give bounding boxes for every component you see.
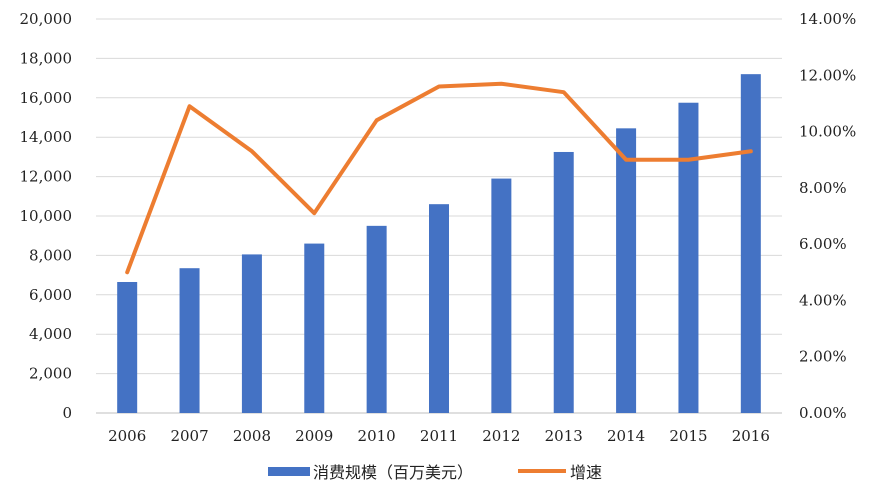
bar	[740, 74, 761, 413]
x-tick-label: 2011	[420, 427, 458, 445]
x-tick-label: 2009	[295, 427, 333, 445]
right-tick-label: 6.00%	[799, 235, 847, 253]
left-tick-label: 10,000	[20, 207, 73, 225]
legend: 消费规模（百万美元） 增速	[268, 463, 602, 482]
left-tick-label: 14,000	[20, 128, 73, 146]
legend-swatch-bar	[268, 467, 310, 476]
left-tick-label: 2,000	[29, 365, 72, 383]
bar	[616, 128, 637, 413]
left-axis-ticks: 0 2,000 4,000 6,000 8,000 10,000 12,000 14,000 1…	[20, 10, 73, 422]
x-tick-label: 2012	[482, 427, 520, 445]
left-tick-label: 16,000	[20, 89, 73, 107]
x-axis-ticks: 2006 2007 2008 2009 2010 2011 2012 2013 2014 2015…	[108, 427, 770, 445]
x-tick-label: 2008	[233, 427, 271, 445]
bar	[117, 281, 138, 413]
x-tick-label: 2006	[108, 427, 146, 445]
bar	[304, 243, 325, 413]
bar	[553, 151, 574, 413]
x-tick-label: 2013	[545, 427, 583, 445]
line-series	[125, 81, 753, 275]
right-tick-label: 4.00%	[799, 291, 847, 309]
legend-label-line: 增速	[570, 463, 602, 482]
x-tick-label: 2016	[732, 427, 770, 445]
right-tick-label: 10.00%	[799, 123, 856, 141]
legend-label-bar: 消费规模（百万美元）	[313, 463, 473, 482]
left-tick-label: 18,000	[20, 49, 73, 67]
left-tick-label: 12,000	[20, 168, 73, 186]
x-tick-label: 2007	[170, 427, 208, 445]
bar	[491, 178, 512, 413]
bar	[678, 102, 699, 413]
right-axis-ticks: 0.00% 2.00% 4.00% 6.00% 8.00% 10.00% 12.00% 14.…	[799, 10, 856, 422]
left-tick-label: 6,000	[29, 286, 72, 304]
left-tick-label: 4,000	[29, 325, 72, 343]
left-tick-label: 8,000	[29, 246, 72, 264]
bar	[179, 268, 200, 413]
right-tick-label: 8.00%	[799, 179, 847, 197]
right-tick-label: 14.00%	[799, 10, 856, 28]
bar	[366, 225, 387, 413]
right-tick-label: 2.00%	[799, 348, 847, 366]
right-tick-label: 12.00%	[799, 66, 856, 84]
bar-series	[117, 74, 761, 413]
bar	[429, 204, 449, 413]
growth-line	[125, 81, 753, 275]
x-tick-label: 2010	[358, 427, 396, 445]
left-tick-label: 0	[62, 404, 72, 422]
left-tick-label: 20,000	[20, 10, 73, 28]
x-tick-label: 2015	[669, 427, 707, 445]
x-tick-label: 2014	[607, 427, 645, 445]
bar	[241, 254, 262, 413]
right-tick-label: 0.00%	[799, 404, 847, 422]
